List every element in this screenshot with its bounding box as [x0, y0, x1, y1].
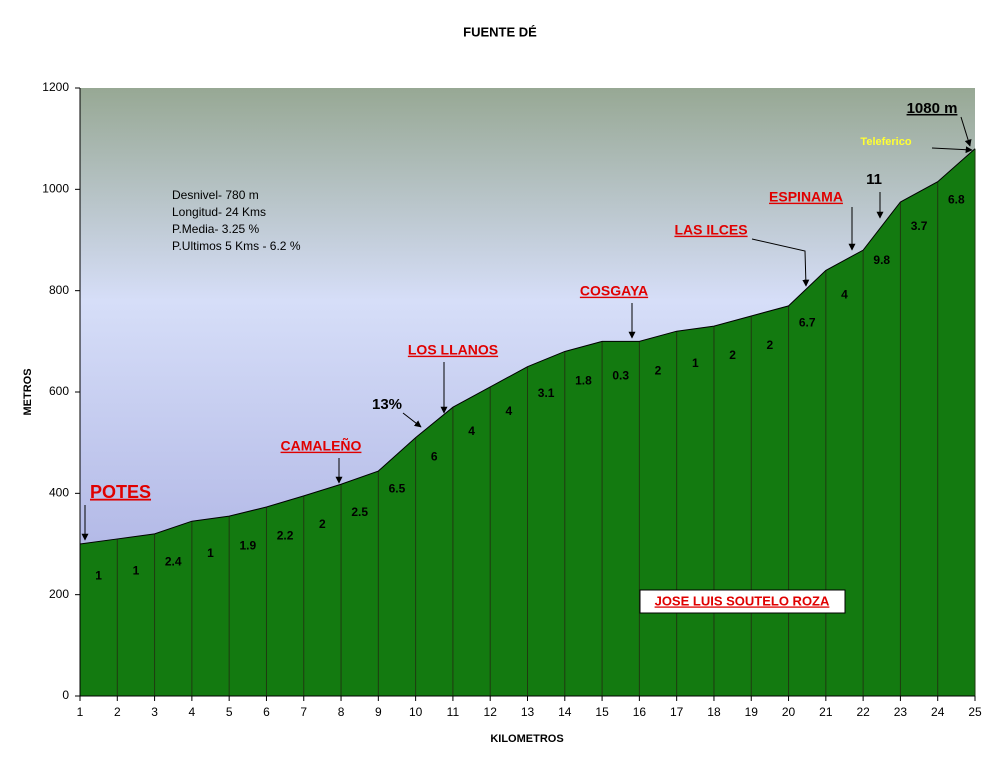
x-tick-label: 19	[745, 705, 759, 719]
annotation: COSGAYA	[580, 283, 648, 299]
grade-label: 4	[506, 404, 513, 418]
annotation: 13%	[372, 396, 402, 413]
grade-label: 2	[319, 517, 326, 531]
annotation-arrow	[402, 412, 422, 428]
grade-label: 1	[207, 546, 214, 560]
x-tick-label: 18	[707, 705, 721, 719]
x-axis-label: KILOMETROS	[490, 733, 563, 745]
x-tick-label: 4	[189, 705, 196, 719]
x-tick-label: 7	[300, 705, 307, 719]
x-tick-label: 16	[633, 705, 647, 719]
y-tick-label: 1000	[42, 182, 69, 196]
grade-label: 6.7	[799, 315, 816, 329]
y-tick-label: 400	[49, 486, 69, 500]
grade-label: 2	[655, 363, 662, 377]
chart-title: FUENTE DÉ	[463, 24, 537, 39]
annotation: 1080 m	[907, 100, 958, 117]
x-tick-label: 9	[375, 705, 382, 719]
y-tick-label: 800	[49, 283, 69, 297]
grade-label: 1.8	[575, 374, 592, 388]
grade-label: 1	[692, 356, 699, 370]
grade-label: 6.8	[948, 192, 965, 206]
annotation-arrow	[960, 116, 972, 147]
x-tick-label: 22	[856, 705, 870, 719]
x-tick-label: 1	[77, 705, 84, 719]
x-tick-label: 12	[484, 705, 498, 719]
annotation: ESPINAMA	[769, 189, 843, 205]
x-tick-label: 14	[558, 705, 572, 719]
y-axis-label: METROS	[22, 368, 34, 415]
grade-label: 1.9	[239, 539, 256, 553]
x-tick-label: 13	[521, 705, 535, 719]
author: JOSE LUIS SOUTELO ROZA	[655, 593, 830, 608]
author-box	[639, 589, 846, 614]
stat-line: P.Media- 3.25 %	[172, 222, 259, 236]
elevation-line	[79, 148, 976, 545]
x-tick-label: 8	[338, 705, 345, 719]
x-tick-label: 21	[819, 705, 833, 719]
annotation: LAS ILCES	[674, 222, 747, 238]
x-tick-label: 11	[447, 705, 460, 719]
grade-label: 1	[95, 569, 102, 583]
x-tick-label: 20	[782, 705, 796, 719]
grade-label: 0.3	[612, 369, 629, 383]
y-tick-label: 200	[49, 587, 69, 601]
grade-label: 4	[468, 424, 475, 438]
x-tick-label: 2	[114, 705, 121, 719]
x-tick-label: 15	[595, 705, 609, 719]
x-tick-label: 3	[151, 705, 158, 719]
grade-label: 3.1	[538, 386, 555, 400]
x-tick-label: 17	[670, 705, 684, 719]
grade-label: 6.5	[389, 481, 406, 495]
y-tick-label: 600	[49, 384, 69, 398]
grade-label: 3.7	[911, 219, 928, 233]
y-tick-label: 1200	[42, 80, 69, 94]
stat-line: P.Ultimos 5 Kms - 6.2 %	[172, 239, 301, 253]
grade-label: 2.5	[351, 505, 368, 519]
annotation: CAMALEÑO	[281, 437, 362, 454]
y-tick-label: 0	[62, 688, 69, 702]
x-tick-label: 23	[894, 705, 908, 719]
grade-label: 2.4	[165, 555, 182, 569]
grade-label: 2.2	[277, 529, 294, 543]
annotation: Teleferico	[860, 136, 911, 148]
x-tick-label: 5	[226, 705, 233, 719]
grade-label: 2	[767, 338, 774, 352]
grade-label: 6	[431, 450, 438, 464]
annotation: POTES	[90, 482, 151, 502]
x-tick-label: 24	[931, 705, 945, 719]
annotation-arrow	[931, 146, 973, 154]
annotation: 11	[866, 171, 882, 188]
stat-line: Desnivel- 780 m	[172, 188, 259, 202]
grade-label: 1	[133, 564, 140, 578]
stat-line: Longitud- 24 Kms	[172, 205, 266, 219]
annotation-arrow	[751, 238, 810, 287]
x-tick-label: 6	[263, 705, 270, 719]
grade-label: 9.8	[873, 253, 890, 267]
x-tick-label: 10	[409, 705, 423, 719]
grade-label: 4	[841, 287, 848, 301]
annotation: LOS LLANOS	[408, 342, 498, 358]
grade-label: 2	[729, 348, 736, 362]
x-tick-label: 25	[968, 705, 982, 719]
